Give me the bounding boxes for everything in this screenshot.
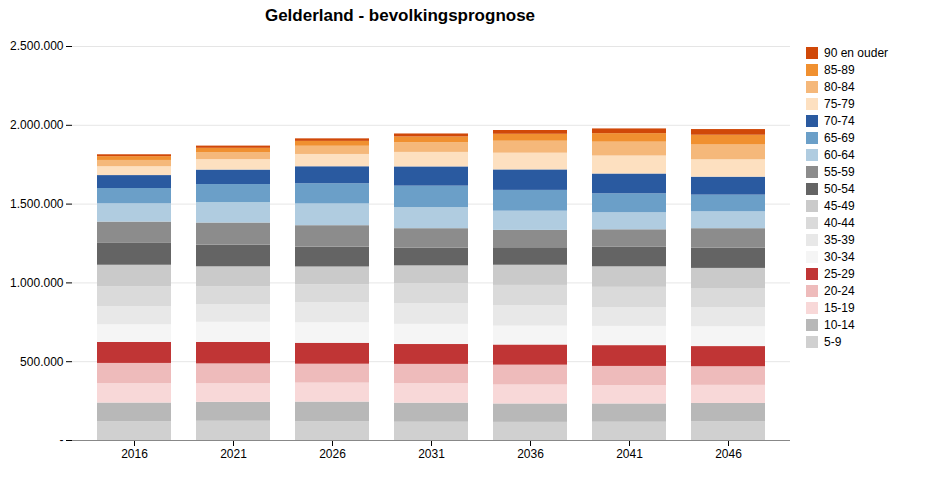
html-text:35-39: 35-39 [824, 233, 855, 247]
html-text:55-59: 55-59 [824, 165, 855, 179]
html-text:65-69: 65-69 [824, 131, 855, 145]
html-text:80-84: 80-84 [824, 80, 855, 94]
svg-text:2021: 2021 [220, 447, 247, 461]
html-text:85-89: 85-89 [824, 63, 855, 77]
svg-text:2046: 2046 [715, 447, 742, 461]
svg-text:1.500.000: 1.500.000 [10, 197, 64, 211]
html-text:30-34: 30-34 [824, 250, 855, 264]
svg-text:2041: 2041 [616, 447, 643, 461]
html-text:5-9: 5-9 [824, 335, 842, 349]
html-text:45-49: 45-49 [824, 199, 855, 213]
svg-text:2026: 2026 [319, 447, 346, 461]
svg-text:2036: 2036 [517, 447, 544, 461]
html-text:20-24: 20-24 [824, 284, 855, 298]
html-text:70-74: 70-74 [824, 114, 855, 128]
svg-text:2016: 2016 [121, 447, 148, 461]
html-text:75-79: 75-79 [824, 97, 855, 111]
svg-text:500.000: 500.000 [20, 355, 64, 369]
svg-text:2.000.000: 2.000.000 [10, 118, 64, 132]
svg-text:1.000.000: 1.000.000 [10, 276, 64, 290]
html-text:90 en ouder: 90 en ouder [824, 46, 889, 60]
svg-text:2031: 2031 [418, 447, 445, 461]
html-text:40-44: 40-44 [824, 216, 855, 230]
html-text:15-19: 15-19 [824, 301, 855, 315]
html-text:50-54: 50-54 [824, 182, 855, 196]
html-text:10-14: 10-14 [824, 318, 855, 332]
svg-text:2.500.000: 2.500.000 [10, 39, 64, 53]
svg-text:-: - [60, 433, 64, 447]
html-text:25-29: 25-29 [824, 267, 855, 281]
html-text:Gelderland - bevolkingsprognos: Gelderland - bevolkingsprognose [264, 6, 536, 25]
html-text:60-64: 60-64 [824, 148, 855, 162]
